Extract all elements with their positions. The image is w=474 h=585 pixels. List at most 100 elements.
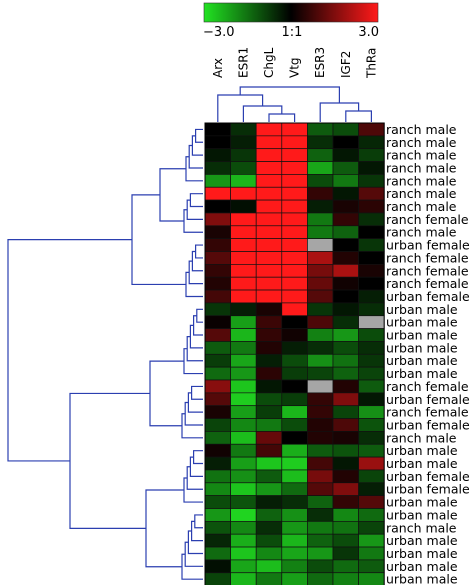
heatmap-cell [230, 238, 257, 252]
heatmap-cell [204, 495, 231, 509]
row-label: ranch male [386, 148, 457, 163]
heatmap-cell [307, 508, 334, 522]
heatmap-cell [255, 482, 283, 496]
heatmap-cell [307, 251, 334, 265]
heatmap-cell [358, 443, 385, 458]
row-label: urban male [386, 456, 458, 471]
heatmap-cell [332, 328, 359, 342]
row-label: urban male [386, 443, 458, 458]
heatmap-cell [230, 353, 257, 368]
heatmap-cell [358, 392, 385, 407]
heatmap-cell [204, 315, 231, 329]
heatmap-cell [332, 341, 359, 355]
heatmap-cell [358, 148, 385, 162]
dendrogram-link [196, 308, 203, 323]
dendrogram-link [186, 336, 203, 362]
heatmap-cell [204, 405, 231, 419]
row-label: ranch male [386, 122, 457, 137]
heatmap-cell [307, 328, 334, 342]
heatmap-cell [204, 174, 231, 188]
dendrogram-link [185, 271, 203, 298]
heatmap-cell [307, 264, 334, 278]
row-label: ranch female [386, 276, 469, 291]
heatmap-cell [255, 186, 283, 201]
heatmap-cell [358, 482, 385, 496]
heatmap-cell [230, 328, 257, 342]
heatmap-cell [358, 418, 385, 432]
heatmap-cell [358, 161, 385, 175]
dendrogram-link [191, 520, 203, 542]
heatmap-cell [307, 289, 334, 304]
heatmap-cell [307, 431, 334, 445]
heatmap-cell [230, 148, 257, 162]
dendrogram-link [159, 168, 186, 222]
heatmap-cell [307, 199, 334, 214]
heatmap-cell [358, 559, 385, 574]
dendrogram-link [239, 86, 340, 103]
heatmap-cell [255, 405, 283, 419]
heatmap-cell [204, 122, 231, 137]
heatmap-cell [255, 135, 283, 150]
column-label: Vtg [288, 57, 302, 78]
heatmap-cell [230, 225, 257, 240]
heatmap-cell [255, 353, 283, 368]
heatmap-cell [332, 212, 359, 227]
heatmap-cell [204, 341, 231, 355]
heatmap-cell [204, 212, 231, 227]
heatmap-cell [307, 135, 334, 150]
heatmap-cell [307, 302, 334, 317]
column-label: ESR1 [236, 47, 250, 78]
heatmap-cell [230, 508, 257, 522]
heatmap-cell [230, 341, 257, 355]
heatmap-cell [307, 186, 334, 201]
dendrogram-link [69, 392, 150, 529]
heatmap-cell [358, 174, 385, 188]
heatmap-cell [332, 161, 359, 175]
heatmap-cell [307, 379, 334, 394]
heatmap-cell [358, 238, 385, 252]
heatmap-cell [332, 572, 359, 585]
heatmap-cell [255, 225, 283, 240]
heatmap-cell [281, 546, 308, 561]
heatmap-cell [307, 520, 334, 535]
heatmap-cell [358, 520, 385, 535]
dendrogram-link [185, 156, 203, 182]
heatmap-cell [255, 315, 283, 329]
heatmap-cell [204, 431, 231, 445]
heatmap-cell [204, 238, 231, 252]
heatmap-cell [281, 186, 308, 201]
row-label: ranch male [386, 173, 457, 188]
heatmap-cell [332, 135, 359, 150]
heatmap-cell [332, 276, 359, 291]
heatmap-cell [255, 122, 283, 137]
heatmap-cell [332, 238, 359, 252]
row-dendrogram [7, 128, 203, 580]
heatmap-cell [281, 122, 308, 137]
heatmap-cell [307, 148, 334, 162]
heatmap-cell [281, 238, 308, 252]
heatmap-cell [307, 353, 334, 368]
heatmap-cell [358, 328, 385, 342]
heatmap-cell [358, 276, 385, 291]
row-label: urban male [386, 328, 458, 343]
heatmap-cell [204, 276, 231, 291]
dendrogram-link [7, 239, 132, 462]
color-scale-legend: −3.0 1:1 3.0 [203, 2, 379, 40]
heatmap-cell [230, 405, 257, 419]
row-label: urban female [386, 417, 470, 432]
heatmap-cell [358, 289, 385, 304]
heatmap-cell [255, 392, 283, 407]
heatmap-cell [255, 238, 283, 252]
heatmap-cell [281, 508, 308, 522]
heatmap-cell [358, 533, 385, 548]
heatmap-cell [281, 289, 308, 304]
row-label: urban male [386, 533, 458, 548]
row-label: ranch male [386, 520, 457, 535]
heatmap-cell [358, 212, 385, 227]
dendrogram-link [186, 466, 203, 490]
heatmap-cell [281, 174, 308, 188]
heatmap-cell [332, 546, 359, 561]
row-label: urban male [386, 315, 458, 330]
heatmap-cell [230, 122, 257, 137]
heatmap-cell [307, 392, 334, 407]
